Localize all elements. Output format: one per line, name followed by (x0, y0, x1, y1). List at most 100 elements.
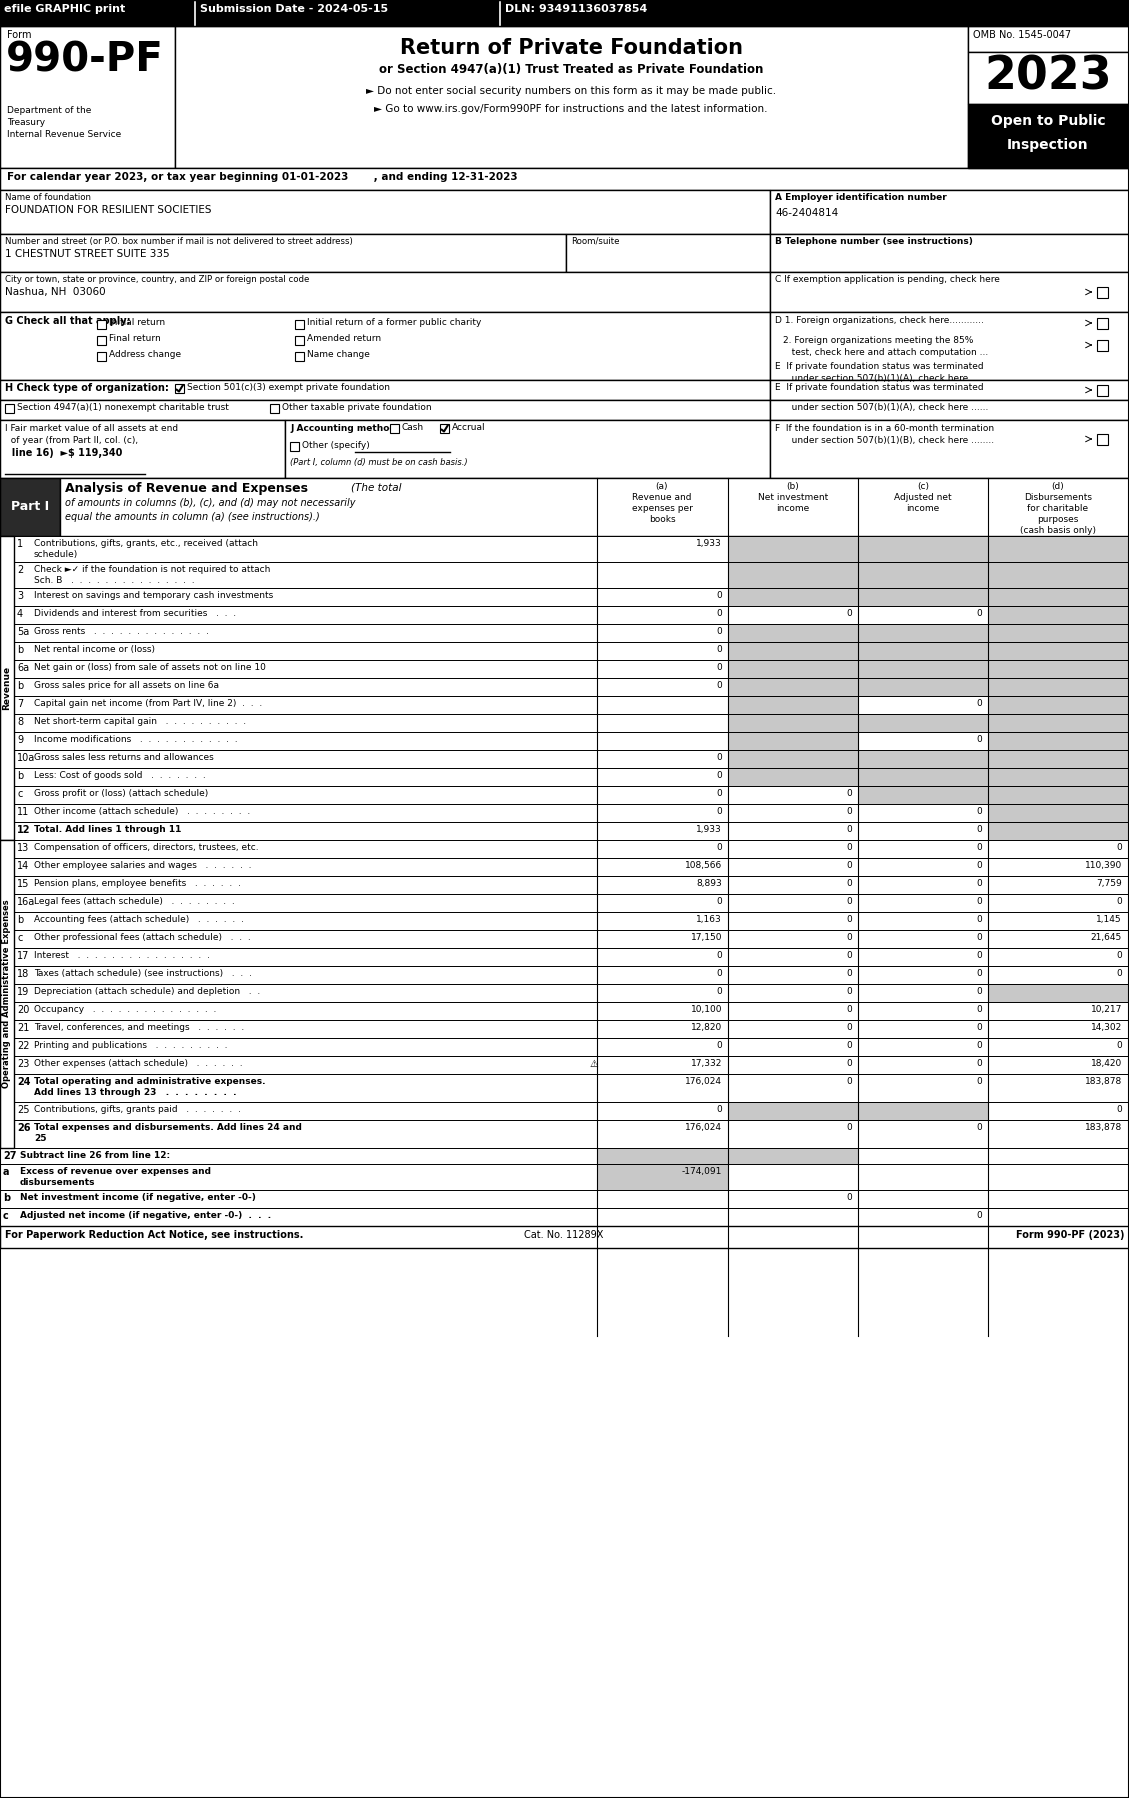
Text: Submission Date - 2024-05-15: Submission Date - 2024-05-15 (200, 4, 388, 14)
Text: E  If private foundation status was terminated: E If private foundation status was termi… (774, 361, 983, 370)
Text: b: b (17, 915, 24, 924)
Text: 1,933: 1,933 (697, 539, 723, 548)
Bar (597, 1163, 728, 1190)
Text: 17,332: 17,332 (691, 1059, 723, 1068)
Text: 0: 0 (716, 681, 723, 690)
Bar (566, 234, 770, 271)
Text: 19: 19 (17, 987, 29, 998)
Text: Adjusted net: Adjusted net (894, 493, 952, 502)
Bar (175, 25, 968, 167)
Text: (c): (c) (917, 482, 929, 491)
Bar (14, 822, 1129, 840)
Text: Inspection: Inspection (1007, 138, 1088, 153)
Bar (14, 876, 1129, 894)
Bar (14, 1120, 1129, 1147)
Text: 0: 0 (716, 753, 723, 762)
Bar (0, 536, 14, 840)
Text: 2. Foreign organizations meeting the 85%: 2. Foreign organizations meeting the 85% (784, 336, 973, 345)
Text: 27: 27 (3, 1151, 17, 1162)
Bar (14, 768, 1129, 786)
Bar (728, 624, 858, 642)
Bar (988, 660, 1129, 678)
Bar (988, 624, 1129, 642)
Bar (728, 768, 858, 786)
Text: 16a: 16a (17, 897, 35, 906)
Text: 1: 1 (17, 539, 23, 548)
Bar (5, 405, 14, 414)
Text: Final return: Final return (110, 334, 160, 343)
Text: Contributions, gifts, grants, etc., received (attach: Contributions, gifts, grants, etc., rece… (34, 539, 259, 548)
Text: 0: 0 (977, 1041, 982, 1050)
Text: Initial return: Initial return (110, 318, 165, 327)
Bar (14, 624, 1129, 642)
Bar (0, 271, 770, 313)
Bar (728, 642, 858, 660)
Bar (14, 894, 1129, 912)
Text: Gross sales less returns and allowances: Gross sales less returns and allowances (34, 753, 213, 762)
Bar (295, 320, 304, 329)
Text: Interest   .  .  .  .  .  .  .  .  .  .  .  .  .  .  .  .: Interest . . . . . . . . . . . . . . . . (34, 951, 210, 960)
Bar (858, 714, 988, 732)
Text: Initial return of a former public charity: Initial return of a former public charit… (307, 318, 481, 327)
Text: 0: 0 (1117, 951, 1122, 960)
Text: 12: 12 (17, 825, 30, 834)
Bar (295, 336, 304, 345)
Text: 0: 0 (847, 1023, 852, 1032)
Text: Form: Form (7, 31, 32, 40)
Text: 0: 0 (977, 861, 982, 870)
Text: C If exemption application is pending, check here: C If exemption application is pending, c… (774, 275, 1000, 284)
Text: ⚠: ⚠ (590, 1059, 598, 1070)
Bar (858, 678, 988, 696)
Text: Name change: Name change (307, 351, 370, 360)
Bar (1097, 288, 1108, 298)
Bar (988, 642, 1129, 660)
Bar (14, 912, 1129, 930)
Bar (728, 696, 858, 714)
Text: Total. Add lines 1 through 11: Total. Add lines 1 through 11 (34, 825, 182, 834)
Text: Other income (attach schedule)   .  .  .  .  .  .  .  .: Other income (attach schedule) . . . . .… (34, 807, 251, 816)
Bar (858, 660, 988, 678)
Bar (988, 563, 1129, 588)
Text: DLN: 93491136037854: DLN: 93491136037854 (505, 4, 647, 14)
Text: OMB No. 1545-0047: OMB No. 1545-0047 (973, 31, 1071, 40)
Text: disbursements: disbursements (20, 1178, 96, 1187)
Bar (728, 1102, 858, 1120)
Text: 46-2404814: 46-2404814 (774, 209, 838, 218)
Bar (14, 696, 1129, 714)
Bar (285, 421, 770, 478)
Bar (175, 385, 184, 394)
Text: 108,566: 108,566 (685, 861, 723, 870)
Text: schedule): schedule) (34, 550, 78, 559)
Text: Net investment income (if negative, enter -0-): Net investment income (if negative, ente… (20, 1194, 256, 1203)
Text: J Accounting method:: J Accounting method: (290, 424, 400, 433)
Bar (858, 786, 988, 804)
Text: of year (from Part II, col. (c),: of year (from Part II, col. (c), (5, 435, 138, 444)
Text: 8,893: 8,893 (697, 879, 723, 888)
Text: Adjusted net income (if negative, enter -0-)  .  .  .: Adjusted net income (if negative, enter … (20, 1212, 271, 1221)
Text: 0: 0 (847, 987, 852, 996)
Text: 0: 0 (847, 1059, 852, 1068)
Text: 0: 0 (977, 987, 982, 996)
Text: b: b (17, 681, 24, 690)
Bar (0, 234, 566, 271)
Bar (0, 399, 770, 421)
Text: 0: 0 (977, 735, 982, 744)
Bar (14, 1102, 1129, 1120)
Bar (14, 1001, 1129, 1019)
Text: Other expenses (attach schedule)   .  .  .  .  .  .: Other expenses (attach schedule) . . . .… (34, 1059, 243, 1068)
Text: 17,150: 17,150 (691, 933, 723, 942)
Bar (597, 1147, 728, 1163)
Text: Interest on savings and temporary cash investments: Interest on savings and temporary cash i… (34, 592, 273, 601)
Bar (0, 1163, 1129, 1190)
Text: 7: 7 (17, 699, 24, 708)
Text: 25: 25 (17, 1106, 29, 1115)
Bar (858, 642, 988, 660)
Text: Net gain or (loss) from sale of assets not on line 10: Net gain or (loss) from sale of assets n… (34, 663, 265, 672)
Text: For calendar year 2023, or tax year beginning 01-01-2023       , and ending 12-3: For calendar year 2023, or tax year begi… (7, 173, 517, 182)
Text: 0: 0 (1117, 843, 1122, 852)
Bar (0, 1147, 1129, 1163)
Bar (0, 478, 60, 536)
Text: City or town, state or province, country, and ZIP or foreign postal code: City or town, state or province, country… (5, 275, 309, 284)
Text: 0: 0 (1117, 897, 1122, 906)
Text: G Check all that apply:: G Check all that apply: (5, 316, 131, 325)
